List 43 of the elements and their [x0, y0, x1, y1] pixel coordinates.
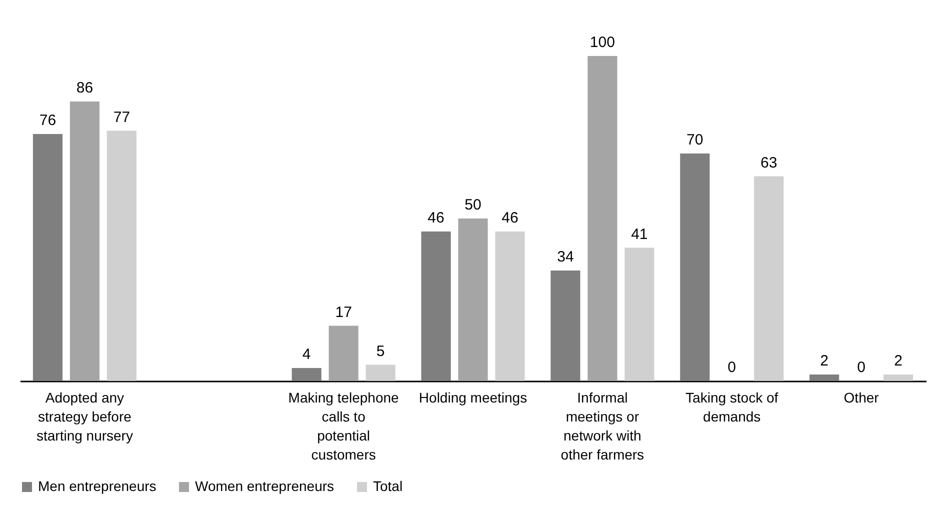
bar	[588, 56, 618, 381]
x-tick-label: Making telephone calls to potential customers	[288, 390, 400, 462]
bar	[810, 374, 840, 381]
data-label: 2	[820, 352, 828, 370]
bar	[624, 248, 654, 381]
data-label: 77	[113, 108, 130, 126]
data-label: 0	[728, 359, 736, 376]
data-label: 0	[857, 359, 866, 376]
bar	[550, 270, 580, 381]
data-label: 4	[302, 346, 311, 363]
data-label: 86	[76, 80, 94, 96]
x-tick-label: Holding meetings	[418, 390, 528, 406]
data-label: 5	[376, 342, 385, 360]
legend-label: Women entrepreneurs	[195, 478, 334, 494]
legend-label: Total	[373, 478, 403, 494]
bar	[680, 154, 710, 381]
x-tick-label: Other	[844, 390, 880, 406]
data-label: 46	[428, 210, 444, 226]
bar	[292, 368, 322, 381]
bar	[883, 374, 914, 381]
bar	[366, 364, 396, 381]
data-label: 100	[590, 34, 615, 51]
legend-label: Men entrepreneurs	[38, 478, 156, 494]
data-label: 17	[335, 304, 352, 321]
data-label: 76	[39, 112, 56, 129]
data-label: 63	[760, 154, 778, 172]
data-label: 50	[464, 196, 482, 214]
data-label: 46	[502, 210, 518, 226]
bar	[32, 134, 63, 381]
bar	[754, 176, 784, 381]
bar	[495, 232, 525, 381]
x-tick-label: Adopted any strategy before starting nursery	[36, 390, 133, 444]
bar	[106, 130, 136, 381]
bar	[328, 326, 358, 381]
data-label: 2	[894, 352, 902, 370]
bar	[70, 102, 100, 381]
x-tick-label: Informal meetings or network with other farmers	[560, 390, 644, 462]
bar	[421, 232, 451, 381]
bar	[458, 218, 488, 381]
x-tick-label: Taking stock of demands	[686, 390, 778, 424]
data-label: 41	[631, 226, 648, 243]
data-label: 34	[557, 248, 574, 266]
data-label: 70	[686, 132, 704, 148]
